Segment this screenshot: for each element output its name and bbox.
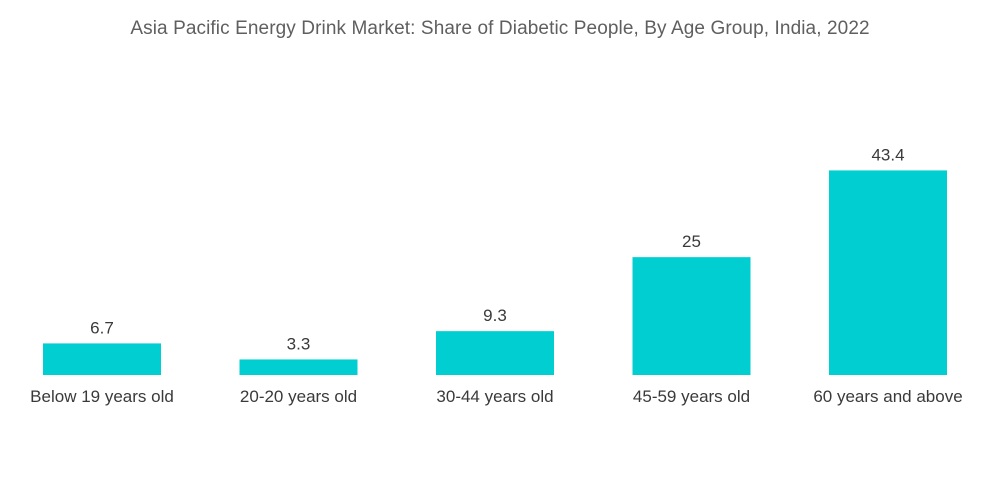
bar-1	[43, 343, 161, 375]
x-tick-label-3: 30-44 years old	[436, 387, 553, 406]
bar-4	[632, 257, 751, 375]
bars-group	[43, 170, 947, 375]
data-label-2: 3.3	[287, 334, 311, 353]
x-axis-tick-labels: Below 19 years old 20-20 years old 30-44 y…	[30, 387, 962, 406]
bar-2	[239, 359, 358, 375]
x-tick-label-2: 20-20 years old	[240, 387, 357, 406]
data-label-1: 6.7	[90, 318, 114, 337]
value-labels-group: 6.7 3.3 9.3 25 43.4	[90, 145, 904, 353]
chart-title: Asia Pacific Energy Drink Market: Share …	[130, 18, 870, 39]
bar-5	[829, 170, 947, 375]
x-tick-label-1: Below 19 years old	[30, 387, 174, 406]
data-label-5: 43.4	[871, 145, 904, 164]
data-label-4: 25	[682, 232, 701, 251]
bar-3	[436, 331, 554, 375]
x-tick-label-4: 45-59 years old	[633, 387, 750, 406]
data-label-3: 9.3	[483, 306, 507, 325]
x-tick-label-5: 60 years and above	[813, 387, 962, 406]
